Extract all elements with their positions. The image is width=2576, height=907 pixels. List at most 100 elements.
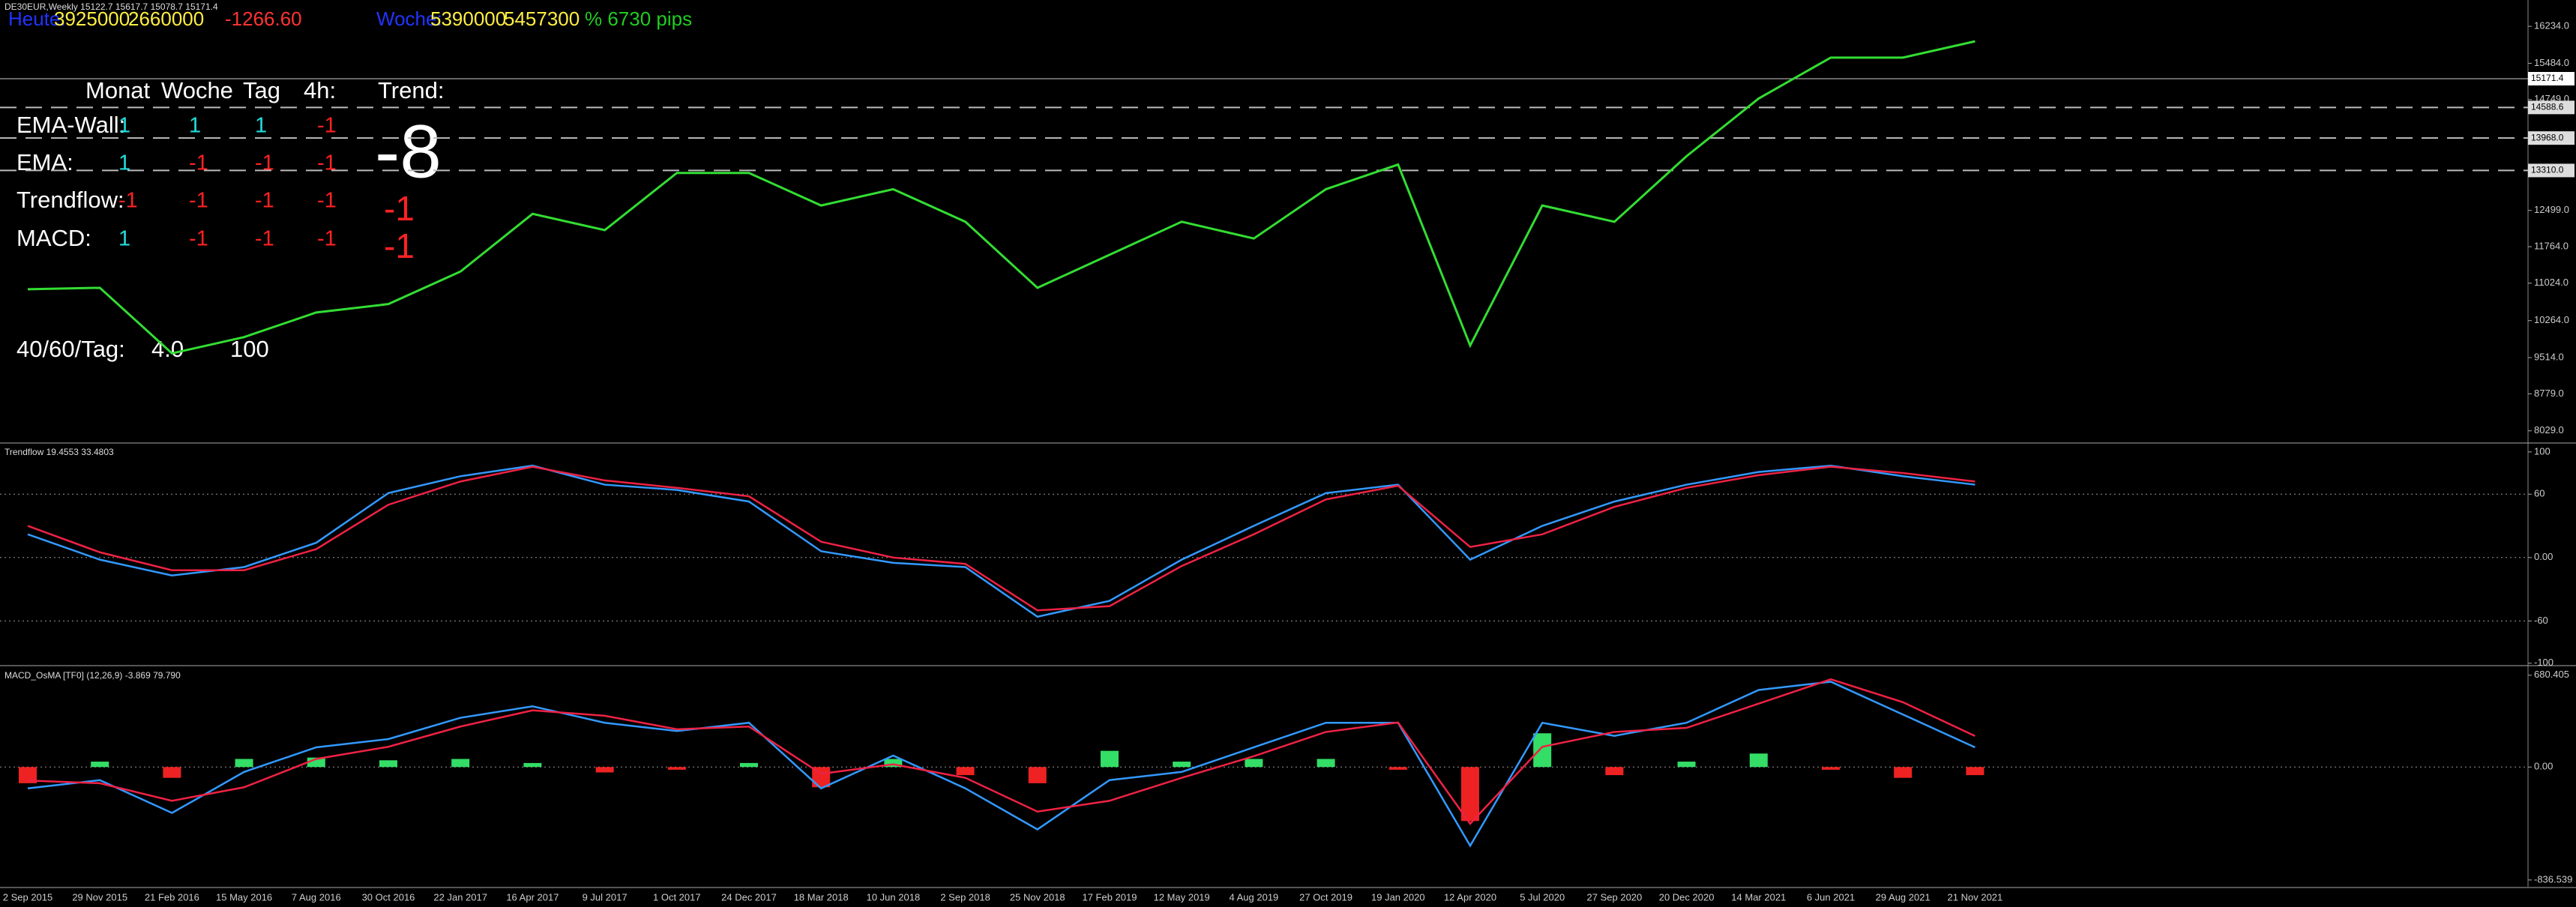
histogram-bar (1101, 750, 1119, 768)
level-label: 13968.0 (2531, 132, 2564, 142)
histogram-bar (1028, 767, 1047, 783)
dashboard-column: 4h: (304, 77, 336, 103)
dashboard-signal: -1 (255, 189, 274, 213)
today-value: 3925000 (54, 7, 130, 30)
y-tick-label: 60 (2534, 488, 2545, 499)
dashboard-column: Monat (85, 77, 151, 103)
histogram-bar (1316, 759, 1335, 768)
x-tick-label: 5 Jul 2020 (1520, 891, 1565, 903)
dashboard-signal: 1 (118, 151, 130, 175)
dashboard-row-label: EMA: (16, 149, 73, 175)
x-tick-label: 22 Jan 2017 (433, 891, 487, 903)
x-tick-label: 21 Nov 2021 (1948, 891, 2003, 903)
x-tick-label: 2 Sep 2015 (3, 891, 53, 903)
histogram-bar (1749, 753, 1768, 768)
dashboard-signal: -1 (317, 189, 337, 213)
x-tick-label: 12 May 2019 (1154, 891, 1210, 903)
dashboard-column: Woche (161, 77, 233, 103)
dashboard-signal: -1 (317, 151, 337, 175)
trend-sub: -1 (384, 189, 415, 228)
level-box (2528, 100, 2575, 115)
x-tick-label: 1 Oct 2017 (653, 891, 701, 903)
histogram-bar (1245, 759, 1263, 768)
level-box (2528, 131, 2575, 145)
x-tick-label: 4 Aug 2019 (1230, 891, 1279, 903)
trend-total: -8 (375, 109, 442, 193)
y-tick-label: 8029.0 (2534, 424, 2564, 436)
footer-label: 40/60/Tag: (16, 336, 125, 362)
level-label: 13310.0 (2531, 165, 2564, 175)
x-tick-label: 21 Feb 2016 (145, 891, 199, 903)
x-tick-label: 6 Jun 2021 (1807, 891, 1855, 903)
y-tick-label: -100 (2534, 657, 2554, 668)
x-tick-label: 24 Dec 2017 (721, 891, 777, 903)
week-value: 5390000 (430, 7, 506, 30)
panel-title: MACD_OsMA [TF0] (12,26,9) -3.869 79.790 (4, 670, 181, 681)
price-label: 15171.4 (2531, 73, 2564, 83)
today-value: 2660000 (128, 7, 204, 30)
histogram-bar (1677, 762, 1696, 768)
x-tick-label: 27 Oct 2019 (1299, 891, 1352, 903)
dashboard-signal: 1 (118, 114, 130, 138)
x-tick-label: 17 Feb 2019 (1082, 891, 1137, 903)
series-line (27, 678, 1975, 825)
y-tick-label: -836.539 (2534, 873, 2572, 885)
series-line (27, 40, 1975, 355)
y-tick-label: 8779.0 (2534, 388, 2564, 399)
y-tick-label: 680.405 (2534, 669, 2569, 680)
dashboard-signal: -1 (255, 151, 274, 175)
symbol-info: DE30EUR,Weekly 15122.7 15617.7 15078.7 1… (4, 1, 218, 12)
dashboard-signal: -1 (255, 227, 274, 251)
dashboard-signal: 1 (255, 114, 267, 138)
x-tick-label: 7 Aug 2016 (292, 891, 341, 903)
x-tick-label: 19 Jan 2020 (1371, 891, 1425, 903)
x-tick-label: 16 Apr 2017 (506, 891, 559, 903)
panel-title: Trendflow 19.4553 33.4803 (4, 447, 114, 457)
histogram-bar (91, 762, 109, 768)
histogram-bar (740, 762, 758, 768)
dashboard-signal: -1 (118, 189, 138, 213)
histogram-bar (1461, 767, 1479, 822)
x-tick-label: 29 Aug 2021 (1876, 891, 1931, 903)
dashboard-column: Trend: (378, 77, 444, 103)
dashboard-signal: -1 (189, 151, 208, 175)
x-tick-label: 27 Sep 2020 (1587, 891, 1643, 903)
today-label: Heute: (8, 7, 66, 30)
trend-sub: -1 (384, 226, 415, 265)
x-tick-label: 29 Nov 2015 (72, 891, 127, 903)
y-tick-label: 9514.0 (2534, 352, 2564, 363)
histogram-bar (1966, 767, 1984, 776)
y-tick-label: 11764.0 (2534, 241, 2569, 252)
y-tick-label: 0.00 (2534, 761, 2553, 772)
x-tick-label: 15 May 2016 (216, 891, 272, 903)
dashboard-signal: -1 (189, 227, 208, 251)
x-tick-label: 9 Jul 2017 (583, 891, 628, 903)
histogram-bar (595, 767, 614, 773)
histogram-bar (1173, 762, 1191, 768)
week-value: 5457300 (504, 7, 580, 30)
y-tick-label: 11024.0 (2534, 277, 2569, 288)
today-change: -1266.60 (225, 7, 302, 30)
dashboard-signal: -1 (317, 114, 337, 138)
x-tick-label: 14 Mar 2021 (1731, 891, 1786, 903)
histogram-bar (379, 760, 397, 768)
histogram-bar (1894, 767, 1913, 778)
dashboard-signal: -1 (189, 189, 208, 213)
level-box (2528, 163, 2575, 178)
dashboard-row-label: Trendflow: (16, 187, 124, 213)
x-tick-label: 10 Jun 2018 (867, 891, 921, 903)
dashboard-signal: -1 (317, 227, 337, 251)
dashboard-row-label: MACD: (16, 225, 91, 251)
dashboard-column: Tag (243, 77, 280, 103)
series-line (27, 465, 1975, 612)
level-label: 14588.6 (2531, 102, 2564, 112)
dashboard-signal: 1 (118, 227, 130, 251)
histogram-bar (19, 767, 37, 783)
histogram-bar (1605, 767, 1624, 776)
y-tick-label: 12499.0 (2534, 204, 2569, 215)
y-tick-label: 100 (2534, 445, 2551, 456)
histogram-bar (235, 759, 253, 768)
